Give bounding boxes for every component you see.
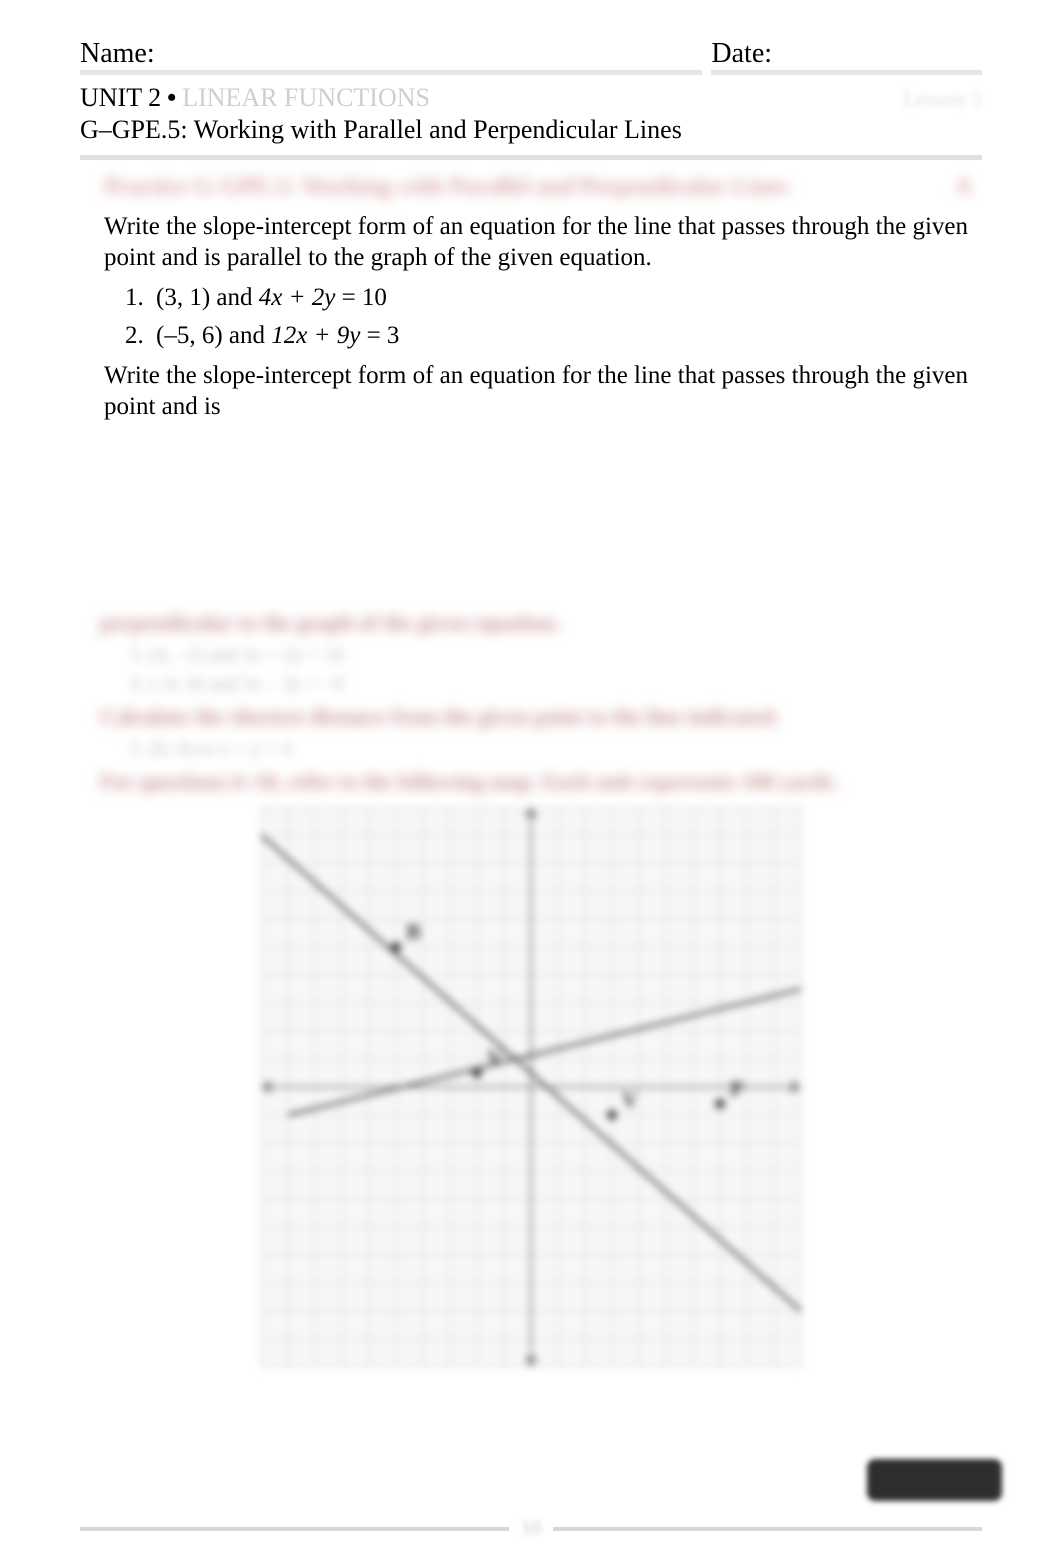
p2-point: (–5, 6) [156, 322, 223, 349]
practice-heading-right: A [955, 174, 972, 201]
problem-5: 5. (0, 0) to x + y = 4 [130, 738, 982, 761]
problems-parallel: (3, 1) and 4x + 2y = 10 (–5, 6) and 12x … [150, 284, 982, 350]
p2-conj: and [223, 322, 272, 349]
divider [80, 155, 982, 160]
perp-label: perpendicular to the graph of the given … [100, 610, 982, 636]
bullet-icon: • [167, 83, 176, 113]
unit-prefix: UNIT 2 [80, 83, 161, 113]
svg-text:P: P [730, 1076, 743, 1101]
coordinate-graph: B V V P [261, 807, 801, 1367]
footer-rule-left [80, 1527, 509, 1531]
svg-text:V: V [487, 1045, 503, 1070]
svg-text:V: V [622, 1087, 638, 1112]
p1-rhs: = 10 [335, 284, 387, 311]
header-row: Name: Date: [80, 38, 982, 77]
page-number: 10 [521, 1517, 541, 1540]
unit-title: LINEAR FUNCTIONS [182, 83, 430, 113]
p1-point: (3, 1) [156, 284, 210, 311]
p2-lhs: 12x + 9y [271, 322, 360, 349]
p1-lhs: 4x + 2y [259, 284, 336, 311]
spacer [80, 432, 982, 602]
problem-3: 3. (4, –2) and 3x + 2y = 16 [130, 644, 982, 667]
name-field: Name: [80, 38, 702, 75]
instruction-parallel: Write the slope-intercept form of an equ… [104, 211, 982, 274]
watermark-badge [867, 1459, 1002, 1501]
map-label: For questions 6–10, refer to the followi… [100, 769, 982, 795]
graph-container: B V V P [80, 807, 982, 1367]
p2-rhs: = 3 [360, 322, 399, 349]
standard-line: G–GPE.5: Working with Parallel and Perpe… [80, 115, 982, 145]
date-label: Date: [711, 38, 772, 69]
svg-text:B: B [406, 919, 421, 944]
problem-4: 4. (–6, 8) and 5x – 3y = –9 [130, 673, 982, 696]
problem-1: (3, 1) and 4x + 2y = 10 [150, 284, 982, 312]
footer-rule-right [553, 1527, 982, 1531]
problem-2: (–5, 6) and 12x + 9y = 3 [150, 322, 982, 350]
unit-row: UNIT 2 • LINEAR FUNCTIONS Lesson 5 [80, 83, 982, 113]
p1-conj: and [210, 284, 259, 311]
unit-right: Lesson 5 [903, 86, 982, 112]
footer: 10 [80, 1517, 982, 1540]
practice-heading-left: Practice G-GPE.5: Working with Parallel … [104, 174, 788, 201]
name-label: Name: [80, 38, 155, 69]
distance-label: Calculate the shortest distance from the… [100, 704, 982, 730]
practice-heading: Practice G-GPE.5: Working with Parallel … [104, 174, 982, 201]
date-field: Date: [711, 38, 982, 75]
instruction-perp-top: Write the slope-intercept form of an equ… [104, 360, 982, 423]
